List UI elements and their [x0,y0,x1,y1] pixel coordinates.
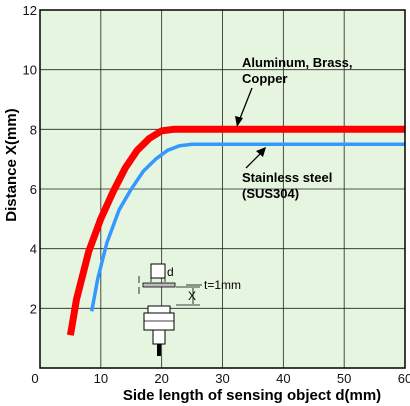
x-tick-label-6: 60 [398,371,410,386]
series-stainless-pointer [245,151,263,169]
y-tick-label-2: 6 [30,182,37,197]
sensor-neck [152,329,166,345]
series-stainless-arrowhead [256,147,266,157]
sensor-body [143,312,175,331]
grid [40,10,405,368]
x-tick-label-3: 30 [215,371,229,386]
series-aluminum-pointer [238,87,253,122]
series-stainless-label-line2: (SUS304) [242,186,299,201]
series-line-1 [89,142,405,312]
sensing-object-square [150,263,166,279]
x-tick-label-2: 20 [154,371,168,386]
dim-d-label: d [167,265,174,279]
x-tick-label-5: 50 [337,371,351,386]
x-tick-label-4: 40 [276,371,290,386]
sensing-object-plate [142,282,176,288]
y-tick-label-5: 12 [23,3,37,18]
x-tick-label-1: 10 [94,371,108,386]
sensor-cable [157,344,161,356]
series-layer [66,125,405,336]
sensor-head [147,305,171,314]
series-stainless-label-line1: Stainless steel [242,170,332,185]
sensor-diagram: d t=1mm X [138,263,241,356]
y-tick-label-1: 4 [30,242,37,257]
plot-frame [39,9,406,369]
y-tick-label-4: 10 [23,63,37,78]
y-tick-label-0: 2 [30,301,37,316]
series-aluminum-arrowhead [235,116,243,127]
series-line-0 [66,125,405,336]
thickness-label: t=1mm [204,278,241,292]
x-tick-label-0: 0 [31,371,38,386]
x-axis-label: Side length of sensing object d(mm) [123,387,381,404]
tick-labels: 0 10 20 30 40 50 60 2 4 6 8 10 12 [23,3,410,386]
series-aluminum-label-line1: Aluminum, Brass, [242,55,353,70]
y-tick-label-3: 8 [30,122,37,137]
series-aluminum-label-line2: Copper [242,71,288,86]
dim-x-label: X [188,289,196,303]
y-axis-label: Distance X(mm) [3,108,20,221]
